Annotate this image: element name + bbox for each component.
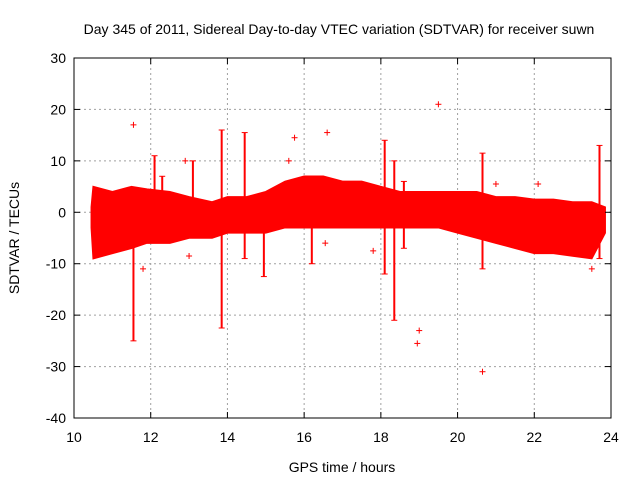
- data-point: [140, 265, 147, 272]
- y-tick-label: 20: [50, 101, 66, 117]
- data-spikes: [130, 129, 603, 342]
- y-tick-label: -10: [46, 256, 66, 272]
- chart-title: Day 345 of 2011, Sidereal Day-to-day VTE…: [84, 21, 595, 37]
- data-point: [182, 157, 189, 164]
- data-point: [285, 157, 292, 164]
- data-point: [492, 181, 499, 187]
- data-point: [535, 181, 542, 187]
- y-tick-label: -40: [46, 410, 66, 426]
- plot-frame: [73, 57, 612, 419]
- data-point: [322, 240, 329, 247]
- data-point: [416, 327, 423, 334]
- axis-ticks: 10 12 14 16 18 20 22 24 -40 -30 -20 -10 0 10 20 30: [46, 50, 619, 445]
- data-point: [435, 101, 442, 108]
- data-band: [90, 175, 606, 260]
- data-point: [324, 129, 331, 136]
- x-tick-label: 10: [66, 429, 82, 445]
- x-tick-label: 20: [450, 429, 466, 445]
- data-outliers: [130, 101, 595, 375]
- y-tick-label: 30: [50, 50, 66, 66]
- x-tick-label: 22: [526, 429, 542, 445]
- x-tick-label: 16: [296, 429, 312, 445]
- y-tick-label: 10: [50, 153, 66, 169]
- data-point: [186, 253, 193, 259]
- y-tick-label: 0: [58, 204, 66, 220]
- x-tick-label: 14: [220, 429, 236, 445]
- y-tick-label: -30: [46, 359, 66, 375]
- data-band-area: [90, 175, 606, 260]
- x-tick-label: 12: [143, 429, 159, 445]
- data-point: [130, 121, 137, 128]
- data-point: [479, 368, 486, 375]
- data-point: [370, 247, 377, 254]
- y-axis-label: SDTVAR / TECUs: [6, 182, 22, 294]
- data-point: [588, 265, 595, 272]
- data-point: [291, 134, 298, 141]
- y-tick-label: -20: [46, 307, 66, 323]
- x-axis-label: GPS time / hours: [289, 459, 396, 475]
- data-point: [414, 340, 421, 347]
- x-tick-label: 24: [603, 429, 619, 445]
- x-tick-label: 18: [373, 429, 389, 445]
